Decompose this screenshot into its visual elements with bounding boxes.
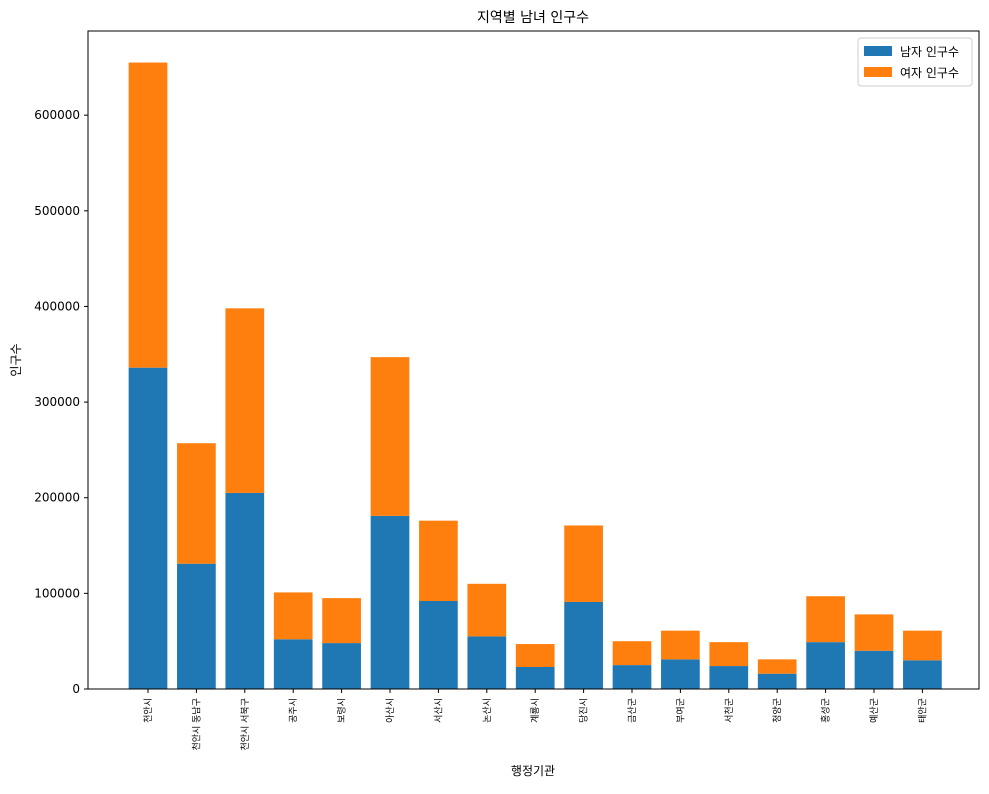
bar-segment-female	[612, 641, 652, 666]
x-tick-label: 천안시	[143, 698, 154, 723]
x-tick-label: 논산시	[482, 698, 493, 723]
x-tick-label: 당진시	[579, 698, 590, 723]
plot-frame	[87, 30, 980, 690]
x-tick-label: 계룡시	[529, 698, 541, 723]
bar-segment-male	[661, 659, 700, 689]
y-tick-label: 600000	[34, 108, 80, 122]
legend-swatch	[864, 67, 892, 77]
bar-segment-female	[709, 642, 749, 667]
y-tick-label: 200000	[34, 491, 80, 505]
x-tick-label: 아산시	[385, 698, 396, 723]
bar-segment-female	[370, 357, 410, 516]
x-tick-label: 천안시 서북구	[240, 698, 251, 751]
x-tick-label: 태안군	[917, 698, 928, 723]
x-tick-label: 공주시	[288, 698, 299, 723]
x-tick-label: 서산시	[433, 698, 444, 723]
y-tick-label: 0	[72, 682, 80, 696]
bar-segment-male	[515, 667, 555, 689]
bar-segment-male	[128, 367, 168, 689]
bar-segment-female	[564, 525, 603, 602]
bar-segment-male	[903, 660, 942, 689]
bar-segment-female	[128, 62, 168, 368]
y-tick-label: 100000	[34, 586, 80, 600]
bar-segment-male	[564, 601, 603, 689]
bar-segment-female	[177, 443, 216, 564]
y-tick-label: 400000	[34, 299, 80, 313]
ticks-layer: 0 100000 200000 300000 400000 500000 600000 천안시…	[34, 108, 928, 750]
bar-segment-female	[515, 644, 555, 667]
bar-segment-female	[757, 659, 797, 674]
bar-segment-female	[661, 630, 700, 660]
x-tick-label: 예산군	[869, 698, 880, 723]
bar-segment-male	[322, 643, 361, 689]
legend-label: 여자 인구수	[900, 66, 959, 80]
y-tick-label: 300000	[34, 395, 80, 409]
bar-segment-female	[806, 596, 845, 643]
bar-segment-male	[806, 642, 845, 689]
y-axis-label: 인구수	[9, 343, 23, 376]
bar-segment-male	[854, 650, 894, 689]
legend-label: 남자 인구수	[900, 45, 959, 59]
bar-segment-male	[612, 665, 652, 689]
bar-segment-male	[225, 492, 265, 689]
bar-segment-male	[467, 636, 507, 689]
bar-segment-female	[903, 630, 942, 661]
axes-layer	[87, 30, 980, 690]
chart-title: 지역별 남녀 인구수	[477, 10, 589, 26]
bar-segment-male	[273, 639, 313, 689]
x-tick-label: 금산군	[627, 698, 638, 723]
x-tick-label: 보령시	[336, 698, 348, 723]
bar-segment-female	[225, 308, 265, 493]
bar-segment-male	[370, 515, 410, 689]
bar-segment-female	[419, 520, 458, 602]
bar-segment-male	[177, 563, 216, 689]
x-axis-label: 행정기관	[511, 763, 555, 778]
bar-segment-male	[757, 673, 797, 689]
x-tick-label: 서천군	[724, 698, 735, 723]
bar-segment-female	[854, 614, 894, 651]
bars-layer	[128, 62, 942, 689]
legend-swatch	[864, 46, 892, 56]
bar-segment-female	[467, 583, 507, 637]
bar-segment-female	[322, 598, 361, 644]
y-tick-label: 500000	[34, 204, 80, 218]
x-tick-label: 부여군	[674, 698, 686, 723]
bar-segment-female	[273, 592, 313, 640]
x-tick-label: 홍성군	[820, 698, 832, 723]
x-tick-label: 천안시 동남구	[191, 698, 202, 751]
bar-segment-male	[419, 601, 458, 689]
x-tick-label: 청양군	[772, 698, 783, 723]
bar-segment-male	[709, 666, 749, 689]
